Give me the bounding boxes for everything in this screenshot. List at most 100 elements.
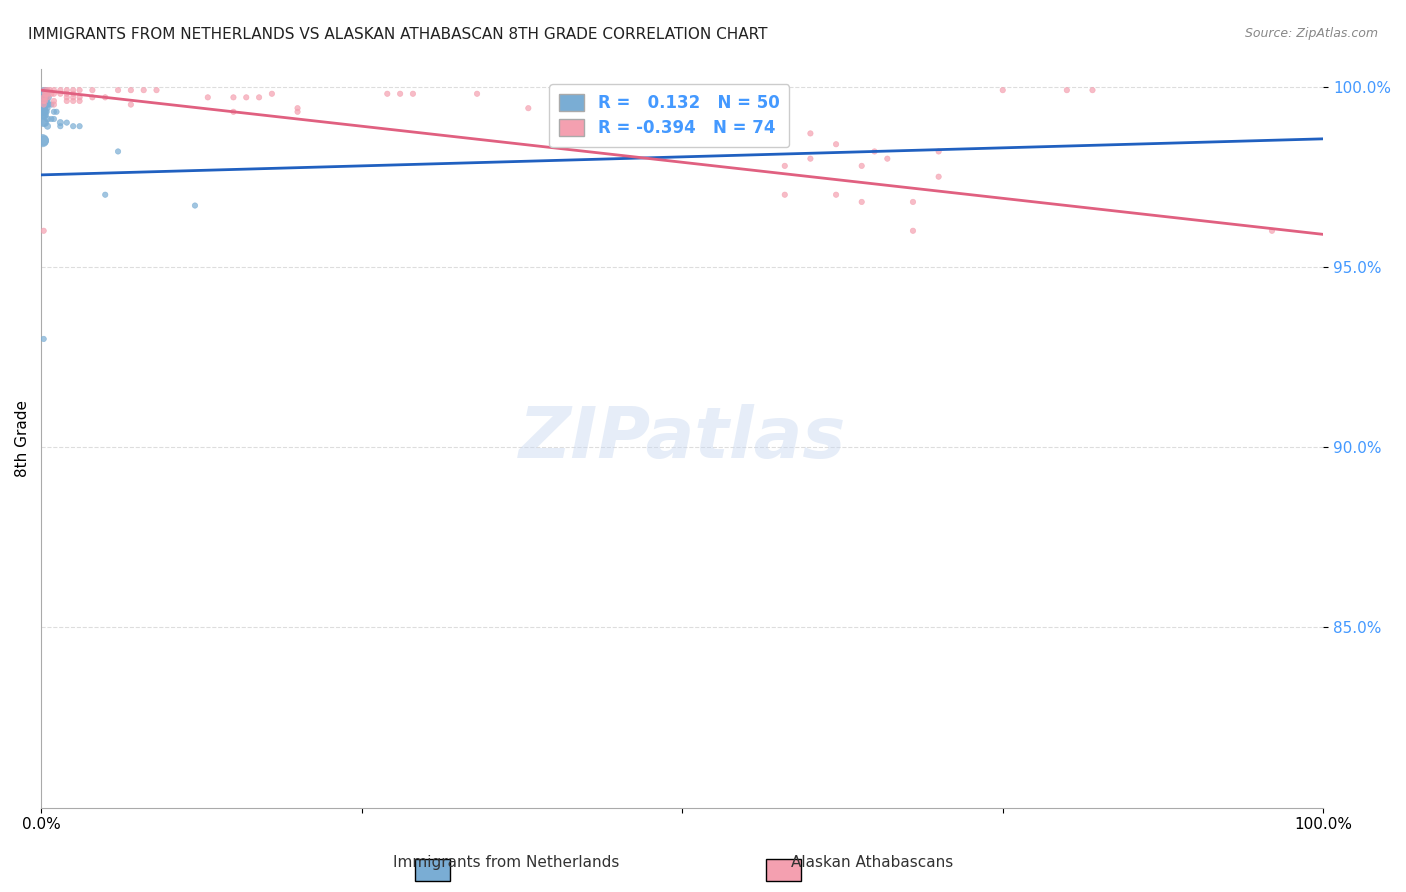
Point	[260, 87, 283, 101]
Point	[568, 101, 591, 115]
Point	[31, 94, 53, 108]
Point	[34, 94, 56, 108]
Point	[32, 90, 55, 104]
Point	[247, 90, 270, 104]
Legend: R =   0.132   N = 50, R = -0.394   N = 74: R = 0.132 N = 50, R = -0.394 N = 74	[550, 84, 789, 147]
Point	[287, 104, 309, 119]
Point	[35, 87, 58, 101]
Point	[49, 115, 72, 129]
Point	[34, 94, 56, 108]
Point	[32, 134, 55, 148]
Point	[32, 97, 55, 112]
Point	[32, 108, 55, 122]
Point	[62, 94, 84, 108]
Point	[863, 145, 886, 159]
Point	[184, 198, 207, 212]
Point	[197, 90, 219, 104]
Point	[32, 94, 55, 108]
Point	[928, 169, 950, 184]
Point	[94, 187, 117, 202]
Point	[62, 119, 84, 133]
Point	[34, 90, 56, 104]
Point	[37, 87, 59, 101]
Point	[62, 83, 84, 97]
Point	[34, 83, 56, 97]
Point	[35, 104, 58, 119]
Point	[1056, 83, 1078, 97]
Point	[49, 83, 72, 97]
Point	[37, 112, 59, 126]
Point	[35, 97, 58, 112]
Point	[287, 101, 309, 115]
Point	[748, 137, 770, 152]
Point	[34, 87, 56, 101]
Point	[375, 87, 398, 101]
Point	[851, 194, 873, 209]
Point	[62, 90, 84, 104]
Point	[928, 145, 950, 159]
Point	[69, 94, 91, 108]
Point	[31, 108, 53, 122]
Point	[49, 119, 72, 133]
Point	[876, 152, 898, 166]
Point	[55, 115, 77, 129]
Point	[145, 83, 167, 97]
Point	[41, 97, 63, 112]
Point	[32, 332, 55, 346]
Point	[42, 104, 65, 119]
Point	[42, 87, 65, 101]
Point	[31, 87, 53, 101]
Point	[31, 104, 53, 119]
Point	[35, 83, 58, 97]
Point	[38, 90, 60, 104]
Point	[799, 152, 821, 166]
Point	[37, 87, 59, 101]
Point	[34, 83, 56, 97]
Point	[825, 187, 848, 202]
Point	[37, 83, 59, 97]
Point	[32, 90, 55, 104]
Point	[32, 104, 55, 119]
Point	[34, 115, 56, 129]
Point	[45, 104, 67, 119]
Point	[41, 112, 63, 126]
Point	[120, 83, 142, 97]
Point	[31, 101, 53, 115]
Point	[39, 83, 62, 97]
Point	[31, 134, 53, 148]
Point	[132, 83, 155, 97]
Point	[69, 83, 91, 97]
Point	[38, 97, 60, 112]
Point	[465, 87, 488, 101]
Y-axis label: 8th Grade: 8th Grade	[15, 400, 30, 476]
Point	[55, 94, 77, 108]
Point	[34, 101, 56, 115]
Point	[82, 90, 104, 104]
Point	[69, 90, 91, 104]
Point	[32, 94, 55, 108]
Point	[94, 90, 117, 104]
Point	[55, 90, 77, 104]
Point	[389, 87, 412, 101]
Point	[34, 108, 56, 122]
Point	[55, 87, 77, 101]
Point	[82, 83, 104, 97]
Point	[34, 104, 56, 119]
Point	[35, 94, 58, 108]
Text: Source: ZipAtlas.com: Source: ZipAtlas.com	[1244, 27, 1378, 40]
Point	[671, 115, 693, 129]
Point	[42, 83, 65, 97]
Point	[222, 104, 245, 119]
Point	[517, 101, 540, 115]
Text: ZIPatlas: ZIPatlas	[519, 403, 846, 473]
Point	[723, 127, 745, 141]
Point	[235, 90, 257, 104]
Point	[37, 90, 59, 104]
Point	[42, 97, 65, 112]
Point	[32, 97, 55, 112]
Point	[222, 90, 245, 104]
Point	[42, 112, 65, 126]
Point	[1081, 83, 1104, 97]
Point	[37, 119, 59, 133]
Point	[69, 119, 91, 133]
